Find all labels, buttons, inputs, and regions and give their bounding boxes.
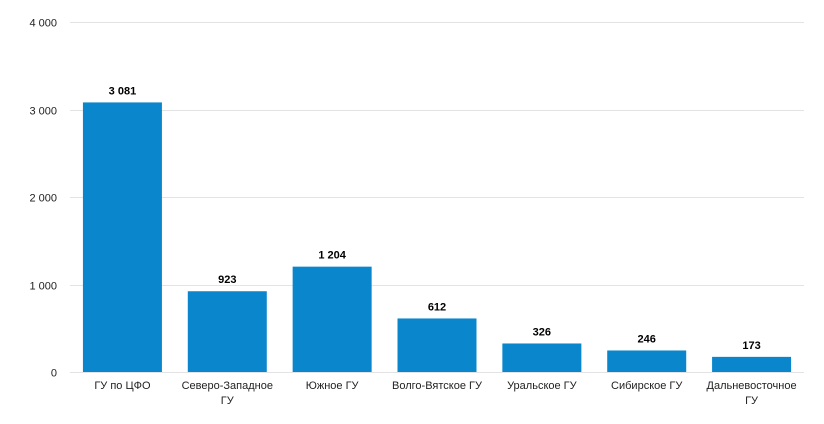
data-label: 173: [742, 340, 760, 352]
y-tick-label: 0: [51, 368, 57, 380]
bar: [502, 343, 582, 372]
category-label-line: Северо-Западное: [182, 380, 273, 392]
y-tick-label: 2 000: [29, 193, 57, 205]
bar: [607, 350, 687, 372]
bar: [82, 102, 162, 372]
category-label-line: ГУ: [745, 395, 759, 407]
category-label-line: Сибирское ГУ: [611, 380, 683, 392]
bar: [292, 266, 372, 372]
category-label: Южное ГУ: [306, 380, 360, 392]
data-label: 326: [533, 326, 551, 338]
data-label: 3 081: [109, 85, 137, 97]
bar: [187, 291, 267, 372]
category-label-line: ГУ: [221, 395, 235, 407]
category-label: Сибирское ГУ: [611, 380, 683, 392]
data-label: 923: [218, 274, 236, 286]
bar: [397, 318, 477, 372]
data-label: 246: [638, 333, 656, 345]
y-tick-label: 1 000: [29, 281, 57, 293]
category-label-line: Дальневосточное: [707, 380, 797, 392]
bar: [712, 356, 792, 372]
data-label: 612: [428, 301, 446, 313]
category-label: Дальневосточное ГУ: [707, 380, 797, 407]
category-label-line: ГУ по ЦФО: [94, 380, 151, 392]
category-label: Северо-Западное ГУ: [182, 380, 273, 407]
category-label-line: Уральское ГУ: [507, 380, 578, 392]
category-label-line: Южное ГУ: [306, 380, 360, 392]
category-label: Уральское ГУ: [507, 380, 578, 392]
y-tick-label: 3 000: [29, 106, 57, 118]
category-label: ГУ по ЦФО: [94, 380, 151, 392]
data-label: 1 204: [318, 250, 346, 262]
category-label-line: Волго-Вятское ГУ: [392, 380, 483, 392]
y-tick-label: 4 000: [29, 18, 57, 30]
category-label: Волго-Вятское ГУ: [392, 380, 483, 392]
